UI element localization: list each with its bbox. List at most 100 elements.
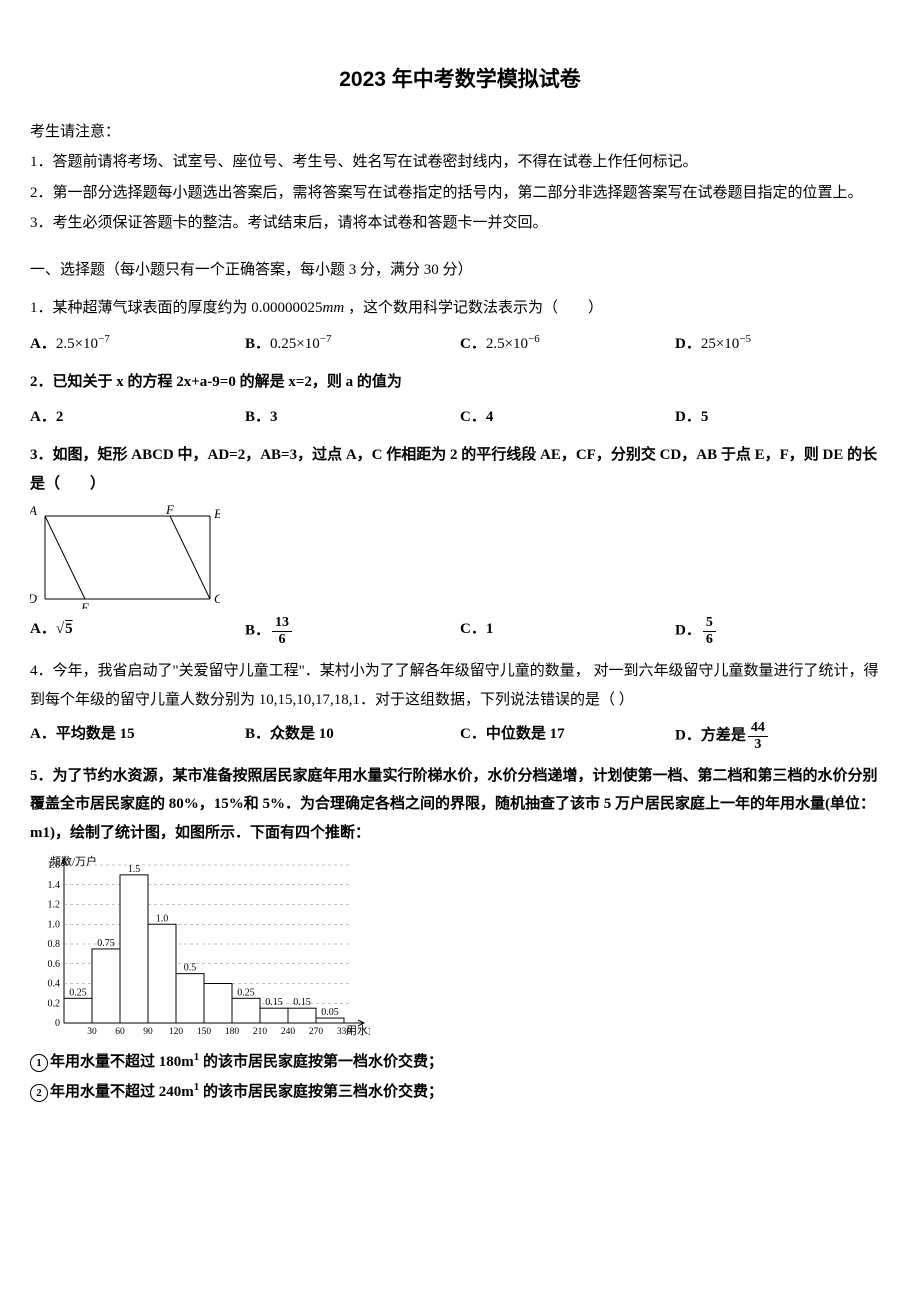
q1-opt-a-base: 2.5×10 (56, 336, 98, 352)
q1-opt-d: D．25×10−5 (675, 329, 890, 359)
svg-text:0.75: 0.75 (97, 938, 115, 949)
notice-2: 2．第一部分选择题每小题选出答案后，需将答案写在试卷指定的括号内，第二部分非选择… (30, 179, 890, 208)
q1-unit: mm (323, 300, 345, 316)
q1-opt-a: A．2.5×10−7 (30, 329, 245, 359)
svg-text:210: 210 (253, 1027, 268, 1037)
q3-opt-a-sqrt: 5 (64, 621, 73, 637)
svg-text:0.05: 0.05 (321, 1008, 339, 1019)
svg-text:C: C (214, 591, 220, 606)
svg-text:D: D (30, 591, 38, 606)
svg-text:240: 240 (281, 1027, 296, 1037)
question-2: 2．已知关于 x 的方程 2x+a-9=0 的解是 x=2，则 a 的值为 (30, 368, 890, 397)
q5-b2-pre: 年用水量不超过 240m (50, 1084, 194, 1100)
q1-opt-d-pre: D． (675, 336, 701, 352)
svg-text:270: 270 (309, 1027, 324, 1037)
q1-options: A．2.5×10−7 B．0.25×10−7 C．2.5×10−6 D．25×1… (30, 329, 890, 359)
q4-opt-d: D．方差是443 (675, 720, 890, 752)
svg-text:180: 180 (225, 1027, 240, 1037)
q1-opt-b-exp: −7 (320, 333, 332, 345)
q3-opt-a: A．√5 (30, 615, 245, 647)
notice-header: 考生请注意： (30, 118, 890, 147)
q2-opt-b: B．3 (245, 403, 460, 432)
svg-text:60: 60 (115, 1027, 125, 1037)
q1-value: 0.00000025 (251, 300, 322, 316)
svg-text:用水量/m: 用水量/m (346, 1024, 370, 1037)
q1-opt-c-base: 2.5×10 (486, 336, 528, 352)
q5-bullet-1: 1年用水量不超过 180m1 的该市居民家庭按第一档水价交费； (30, 1047, 890, 1077)
q3-opt-b-den: 6 (272, 632, 292, 647)
q4-opt-a: A．平均数是 15 (30, 720, 245, 752)
q3-diagram: A B C D F E (30, 504, 220, 609)
q4-opt-c: C．中位数是 17 (460, 720, 675, 752)
circled-1: 1 (30, 1054, 48, 1072)
q2-opt-c: C．4 (460, 403, 675, 432)
q5-b2-post: 的该市居民家庭按第三档水价交费； (199, 1084, 443, 1100)
q3-opt-b-pre: B． (245, 623, 270, 639)
svg-text:90: 90 (143, 1027, 153, 1037)
svg-text:0.25: 0.25 (69, 988, 87, 999)
q4-options: A．平均数是 15 B．众数是 10 C．中位数是 17 D．方差是443 (30, 720, 890, 752)
notice-3: 3．考生必须保证答题卡的整洁。考试结束后，请将本试卷和答题卡一并交回。 (30, 209, 890, 238)
svg-text:1.5: 1.5 (128, 864, 141, 875)
q1-text-b: ，这个数用科学记数法表示为（ ） (348, 300, 603, 316)
q3-opt-a-pre: A． (30, 621, 56, 637)
q1-opt-c: C．2.5×10−6 (460, 329, 675, 359)
q1-opt-c-pre: C． (460, 336, 486, 352)
svg-text:150: 150 (197, 1027, 212, 1037)
svg-text:1.0: 1.0 (48, 920, 61, 931)
svg-text:0: 0 (55, 1018, 60, 1029)
svg-text:120: 120 (169, 1027, 184, 1037)
q4-opt-b: B．众数是 10 (245, 720, 460, 752)
q5-chart: 00.20.40.60.81.01.21.41.60.25300.75601.5… (30, 853, 370, 1043)
circled-2: 2 (30, 1084, 48, 1102)
svg-text:E: E (80, 600, 89, 609)
svg-text:0.2: 0.2 (48, 999, 61, 1010)
q3-opt-b: B．136 (245, 615, 460, 647)
q3-options: A．√5 B．136 C．1 D．56 (30, 615, 890, 647)
q1-opt-c-exp: −6 (528, 333, 540, 345)
q3-opt-d: D．56 (675, 615, 890, 647)
svg-text:30: 30 (87, 1027, 97, 1037)
q1-opt-d-exp: −5 (739, 333, 751, 345)
q1-opt-a-pre: A． (30, 336, 56, 352)
svg-text:0.8: 0.8 (48, 939, 61, 950)
q3-opt-d-den: 6 (703, 632, 716, 647)
question-5: 5．为了节约水资源，某市准备按照居民家庭年用水量实行阶梯水价，水价分档递增，计划… (30, 762, 890, 848)
q3-figure: A B C D F E (30, 504, 890, 609)
q5-b1-post: 的该市居民家庭按第一档水价交费； (199, 1054, 443, 1070)
q5-figure: 00.20.40.60.81.01.21.41.60.25300.75601.5… (30, 853, 890, 1043)
svg-text:0.5: 0.5 (184, 963, 197, 974)
q4-opt-d-num: 44 (748, 720, 768, 736)
section-1-header: 一、选择题（每小题只有一个正确答案，每小题 3 分，满分 30 分） (30, 256, 890, 285)
q5-bullet-2: 2年用水量不超过 240m1 的该市居民家庭按第三档水价交费； (30, 1077, 890, 1107)
q5-b1-pre: 年用水量不超过 180m (50, 1054, 194, 1070)
svg-text:F: F (165, 504, 175, 517)
page-title: 2023 年中考数学模拟试卷 (30, 60, 890, 100)
q1-text-a: 1．某种超薄气球表面的厚度约为 (30, 300, 248, 316)
question-4: 4．今年，我省启动了"关爱留守儿童工程"．某村小为了了解各年级留守儿童的数量， … (30, 657, 890, 714)
svg-text:1.0: 1.0 (156, 914, 169, 925)
q1-opt-d-base: 25×10 (701, 336, 739, 352)
q3-opt-c: C．1 (460, 615, 675, 647)
svg-text:0.15: 0.15 (293, 998, 311, 1009)
q1-opt-b-pre: B． (245, 336, 270, 352)
q2-opt-d: D．5 (675, 403, 890, 432)
svg-text:0.4: 0.4 (48, 979, 61, 990)
q3-opt-b-num: 13 (272, 615, 292, 631)
notice-1: 1．答题前请将考场、试室号、座位号、考生号、姓名写在试卷密封线内，不得在试卷上作… (30, 148, 890, 177)
question-3: 3．如图，矩形 ABCD 中，AD=2，AB=3，过点 A，C 作相距为 2 的… (30, 441, 890, 498)
svg-text:1.4: 1.4 (48, 880, 61, 891)
q1-opt-b-base: 0.25×10 (270, 336, 320, 352)
q2-opt-a: A．2 (30, 403, 245, 432)
svg-text:0.25: 0.25 (237, 988, 255, 999)
svg-text:0.15: 0.15 (265, 998, 283, 1009)
svg-text:1.2: 1.2 (48, 900, 61, 911)
svg-text:A: A (30, 504, 37, 518)
q1-opt-a-exp: −7 (98, 333, 110, 345)
q4-opt-d-den: 3 (748, 737, 768, 752)
svg-text:频数/万户: 频数/万户 (50, 854, 97, 868)
q3-opt-d-num: 5 (703, 615, 716, 631)
svg-text:B: B (214, 506, 220, 521)
q2-options: A．2 B．3 C．4 D．5 (30, 403, 890, 432)
q4-opt-d-pre: D．方差是 (675, 728, 746, 744)
